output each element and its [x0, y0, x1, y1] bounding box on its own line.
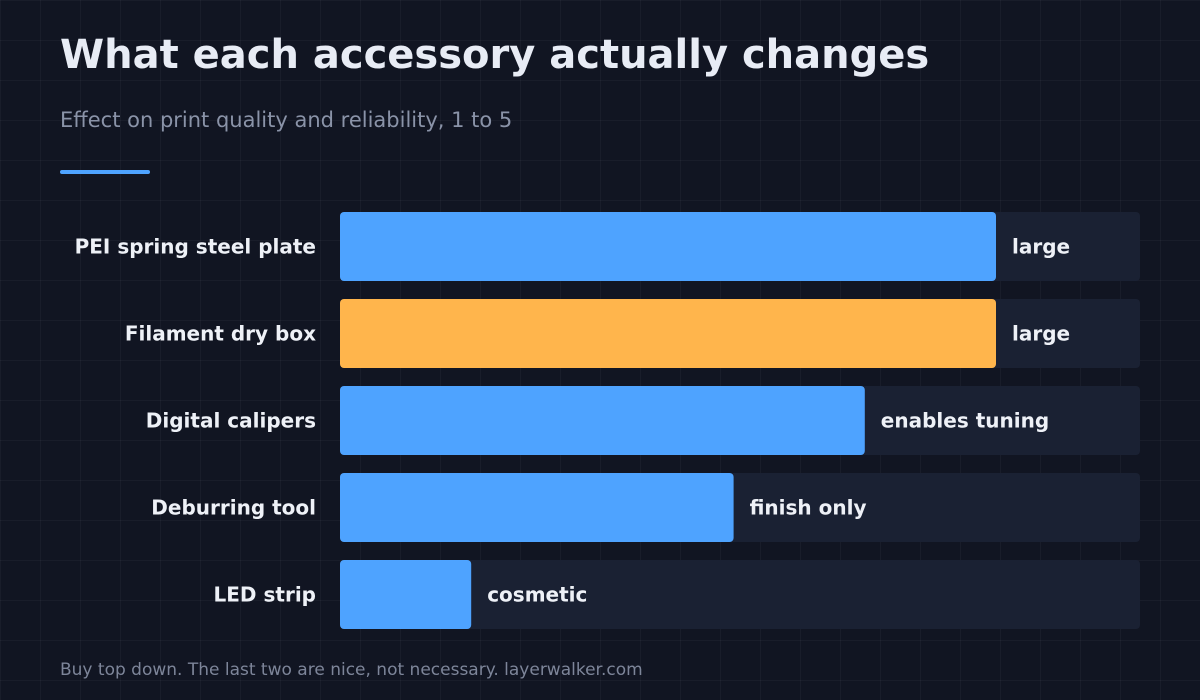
bar-row: Deburring tool finish only — [151, 473, 1140, 542]
bar-row: Filament dry box large — [125, 299, 1140, 368]
value-label: large — [1012, 235, 1070, 259]
chart-title: What each accessory actually changes — [60, 32, 930, 78]
bar — [340, 473, 734, 542]
bar-row: Digital calipers enables tuning — [146, 386, 1140, 455]
chart-footer: Buy top down. The last two are nice, not… — [60, 660, 643, 680]
value-label: large — [1012, 322, 1070, 346]
bar — [340, 212, 996, 281]
value-label: finish only — [750, 496, 867, 520]
bar-row: LED strip cosmetic — [214, 560, 1140, 629]
bar-row: PEI spring steel plate large — [75, 212, 1140, 281]
bar — [340, 560, 472, 629]
bar — [340, 386, 865, 455]
category-label: Digital calipers — [146, 409, 316, 433]
accent-rule — [60, 170, 150, 174]
value-label: enables tuning — [881, 409, 1049, 433]
value-label: cosmetic — [487, 583, 587, 607]
bar-track — [340, 560, 1140, 629]
chart-subtitle: Effect on print quality and reliability,… — [60, 108, 513, 132]
category-label: PEI spring steel plate — [75, 235, 316, 259]
category-label: Filament dry box — [125, 322, 316, 346]
category-label: LED strip — [214, 583, 316, 607]
category-label: Deburring tool — [151, 496, 316, 520]
bar — [340, 299, 996, 368]
